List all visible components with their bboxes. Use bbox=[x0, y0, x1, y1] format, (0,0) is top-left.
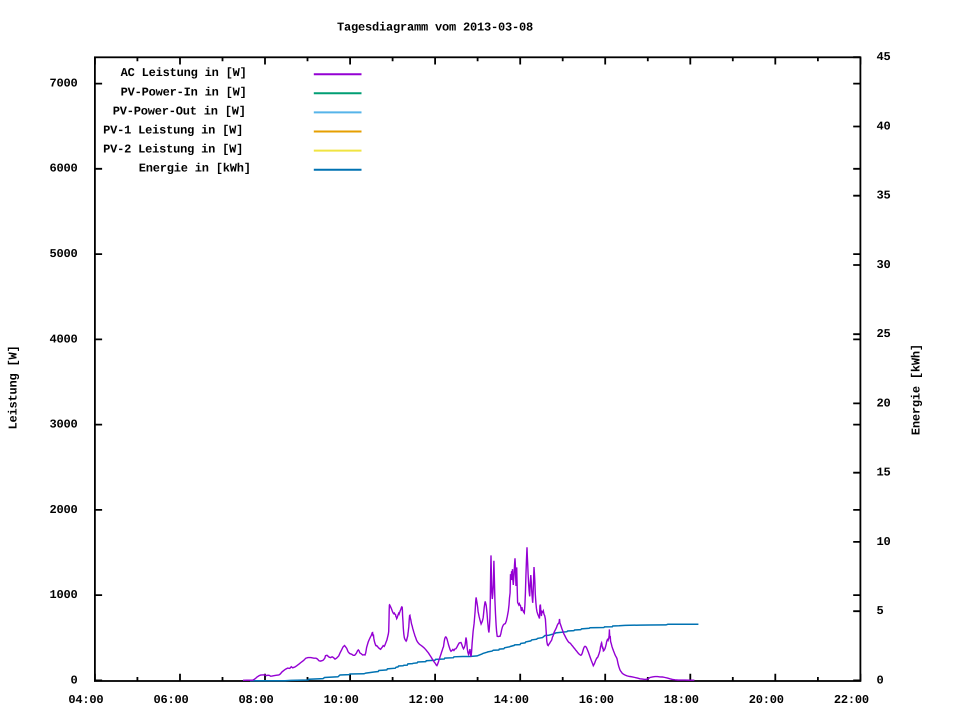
svg-text:04:00: 04:00 bbox=[68, 693, 103, 707]
svg-text:PV-1 Leistung in [W]: PV-1 Leistung in [W] bbox=[103, 124, 243, 138]
svg-text:08:00: 08:00 bbox=[238, 693, 273, 707]
svg-text:Leistung [W]: Leistung [W] bbox=[7, 345, 21, 429]
svg-text:6000: 6000 bbox=[49, 162, 77, 176]
svg-text:0: 0 bbox=[70, 673, 77, 687]
svg-text:30: 30 bbox=[877, 258, 891, 272]
svg-text:Energie in [kWh]: Energie in [kWh] bbox=[139, 162, 251, 176]
svg-text:22:00: 22:00 bbox=[834, 693, 869, 707]
svg-text:5: 5 bbox=[877, 604, 884, 618]
svg-text:PV-Power-In in [W]: PV-Power-In in [W] bbox=[121, 85, 247, 99]
svg-text:25: 25 bbox=[877, 327, 891, 341]
svg-text:PV-2 Leistung in [W]: PV-2 Leistung in [W] bbox=[103, 143, 243, 157]
svg-text:Energie [kWh]: Energie [kWh] bbox=[909, 344, 923, 435]
svg-text:20:00: 20:00 bbox=[749, 693, 784, 707]
svg-text:15: 15 bbox=[877, 466, 891, 480]
svg-text:0: 0 bbox=[877, 673, 884, 687]
svg-text:7000: 7000 bbox=[49, 77, 77, 91]
svg-text:45: 45 bbox=[877, 50, 891, 64]
svg-text:35: 35 bbox=[877, 189, 891, 203]
svg-text:10: 10 bbox=[877, 535, 891, 549]
svg-text:18:00: 18:00 bbox=[664, 693, 699, 707]
svg-text:06:00: 06:00 bbox=[153, 693, 188, 707]
svg-text:4000: 4000 bbox=[49, 332, 77, 346]
svg-text:5000: 5000 bbox=[49, 247, 77, 261]
svg-text:2000: 2000 bbox=[49, 503, 77, 517]
svg-text:Tagesdiagramm vom 2013-03-08: Tagesdiagramm vom 2013-03-08 bbox=[337, 21, 533, 35]
svg-text:40: 40 bbox=[877, 119, 891, 133]
svg-text:PV-Power-Out in [W]: PV-Power-Out in [W] bbox=[113, 104, 246, 118]
svg-text:1000: 1000 bbox=[49, 588, 77, 602]
svg-text:10:00: 10:00 bbox=[324, 693, 359, 707]
svg-text:12:00: 12:00 bbox=[409, 693, 444, 707]
svg-text:16:00: 16:00 bbox=[579, 693, 614, 707]
svg-text:AC Leistung in [W]: AC Leistung in [W] bbox=[121, 66, 247, 80]
svg-text:14:00: 14:00 bbox=[494, 693, 529, 707]
svg-text:20: 20 bbox=[877, 396, 891, 410]
svg-text:3000: 3000 bbox=[49, 418, 77, 432]
